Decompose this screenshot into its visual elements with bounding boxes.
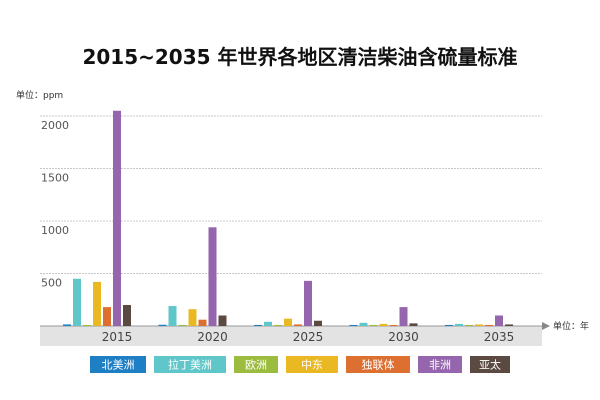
bar [465, 324, 473, 326]
bar [198, 319, 207, 326]
y-axis-unit-label: 单位：ppm [16, 89, 63, 101]
legend-label: 亚太 [479, 359, 501, 372]
legend-label: 中东 [301, 359, 323, 372]
legend-item: 北美洲 [90, 356, 146, 373]
legend-swatch [286, 356, 338, 373]
chart-title: 2015~2035 年世界各地区清洁柴油含硫量标准 [82, 45, 517, 69]
bar [314, 320, 322, 326]
legend-label: 欧洲 [245, 359, 267, 372]
bar [168, 306, 177, 326]
bar [123, 305, 131, 326]
x-tick-label: 2035 [484, 330, 515, 344]
x-tick-label: 2015 [102, 330, 133, 344]
x-axis-band [40, 326, 542, 346]
x-tick-label: 2020 [197, 330, 228, 344]
legend-item: 亚太 [470, 356, 510, 373]
legend-label: 北美洲 [102, 359, 135, 372]
legend-swatch [90, 356, 146, 373]
bar [178, 324, 187, 326]
x-axis-ticks: 2015 2020 2025 2030 2035 [102, 330, 515, 344]
legend-label: 拉丁美洲 [168, 358, 212, 372]
gridlines [40, 115, 542, 274]
legend-item: 非洲 [418, 356, 462, 373]
x-tick-label: 2025 [293, 330, 324, 344]
bar [445, 324, 453, 326]
x-axis-arrow-icon [542, 322, 550, 330]
legend-swatch [470, 356, 510, 373]
bar [475, 324, 483, 326]
bar [369, 324, 378, 326]
bar [73, 278, 81, 326]
bar [103, 307, 111, 326]
legend-item: 拉丁美洲 [154, 356, 226, 373]
legend-item: 独联体 [346, 356, 410, 373]
bar [264, 321, 272, 326]
y-axis-ticks: 500 1000 1500 2000 [41, 119, 69, 290]
legend-label: 非洲 [429, 359, 451, 372]
bar [349, 324, 358, 326]
legend-swatch [346, 356, 410, 373]
bar [83, 324, 91, 326]
bar [188, 309, 197, 326]
legend: 北美洲 拉丁美洲 欧洲 中东 独联体 非洲 亚太 [90, 356, 510, 373]
bar [304, 280, 312, 326]
bar [505, 324, 513, 326]
bars [63, 110, 513, 326]
bar [113, 110, 121, 326]
y-tick-label: 500 [41, 277, 62, 290]
bar [93, 281, 101, 326]
bar [379, 323, 388, 326]
bar [208, 227, 217, 326]
y-tick-label: 1000 [41, 224, 69, 237]
y-tick-label: 2000 [41, 119, 69, 132]
bar [409, 323, 418, 326]
legend-label: 独联体 [362, 358, 395, 372]
bar [254, 324, 262, 326]
bar [284, 318, 292, 326]
x-axis-unit-label: 单位：年 [553, 320, 589, 332]
bar [359, 322, 368, 326]
legend-item: 欧洲 [234, 356, 278, 373]
y-tick-label: 1500 [41, 172, 69, 185]
bar [294, 324, 302, 326]
bar [158, 324, 167, 326]
bar [485, 324, 493, 326]
x-tick-label: 2030 [388, 330, 419, 344]
bar [495, 315, 503, 326]
legend-swatch [154, 356, 226, 373]
bar [399, 307, 408, 326]
bar [274, 324, 282, 326]
legend-swatch [234, 356, 278, 373]
bar [389, 324, 398, 326]
bar [218, 315, 227, 326]
legend-swatch [418, 356, 462, 373]
bar [455, 323, 463, 326]
bar [63, 324, 71, 326]
legend-item: 中东 [286, 356, 338, 373]
